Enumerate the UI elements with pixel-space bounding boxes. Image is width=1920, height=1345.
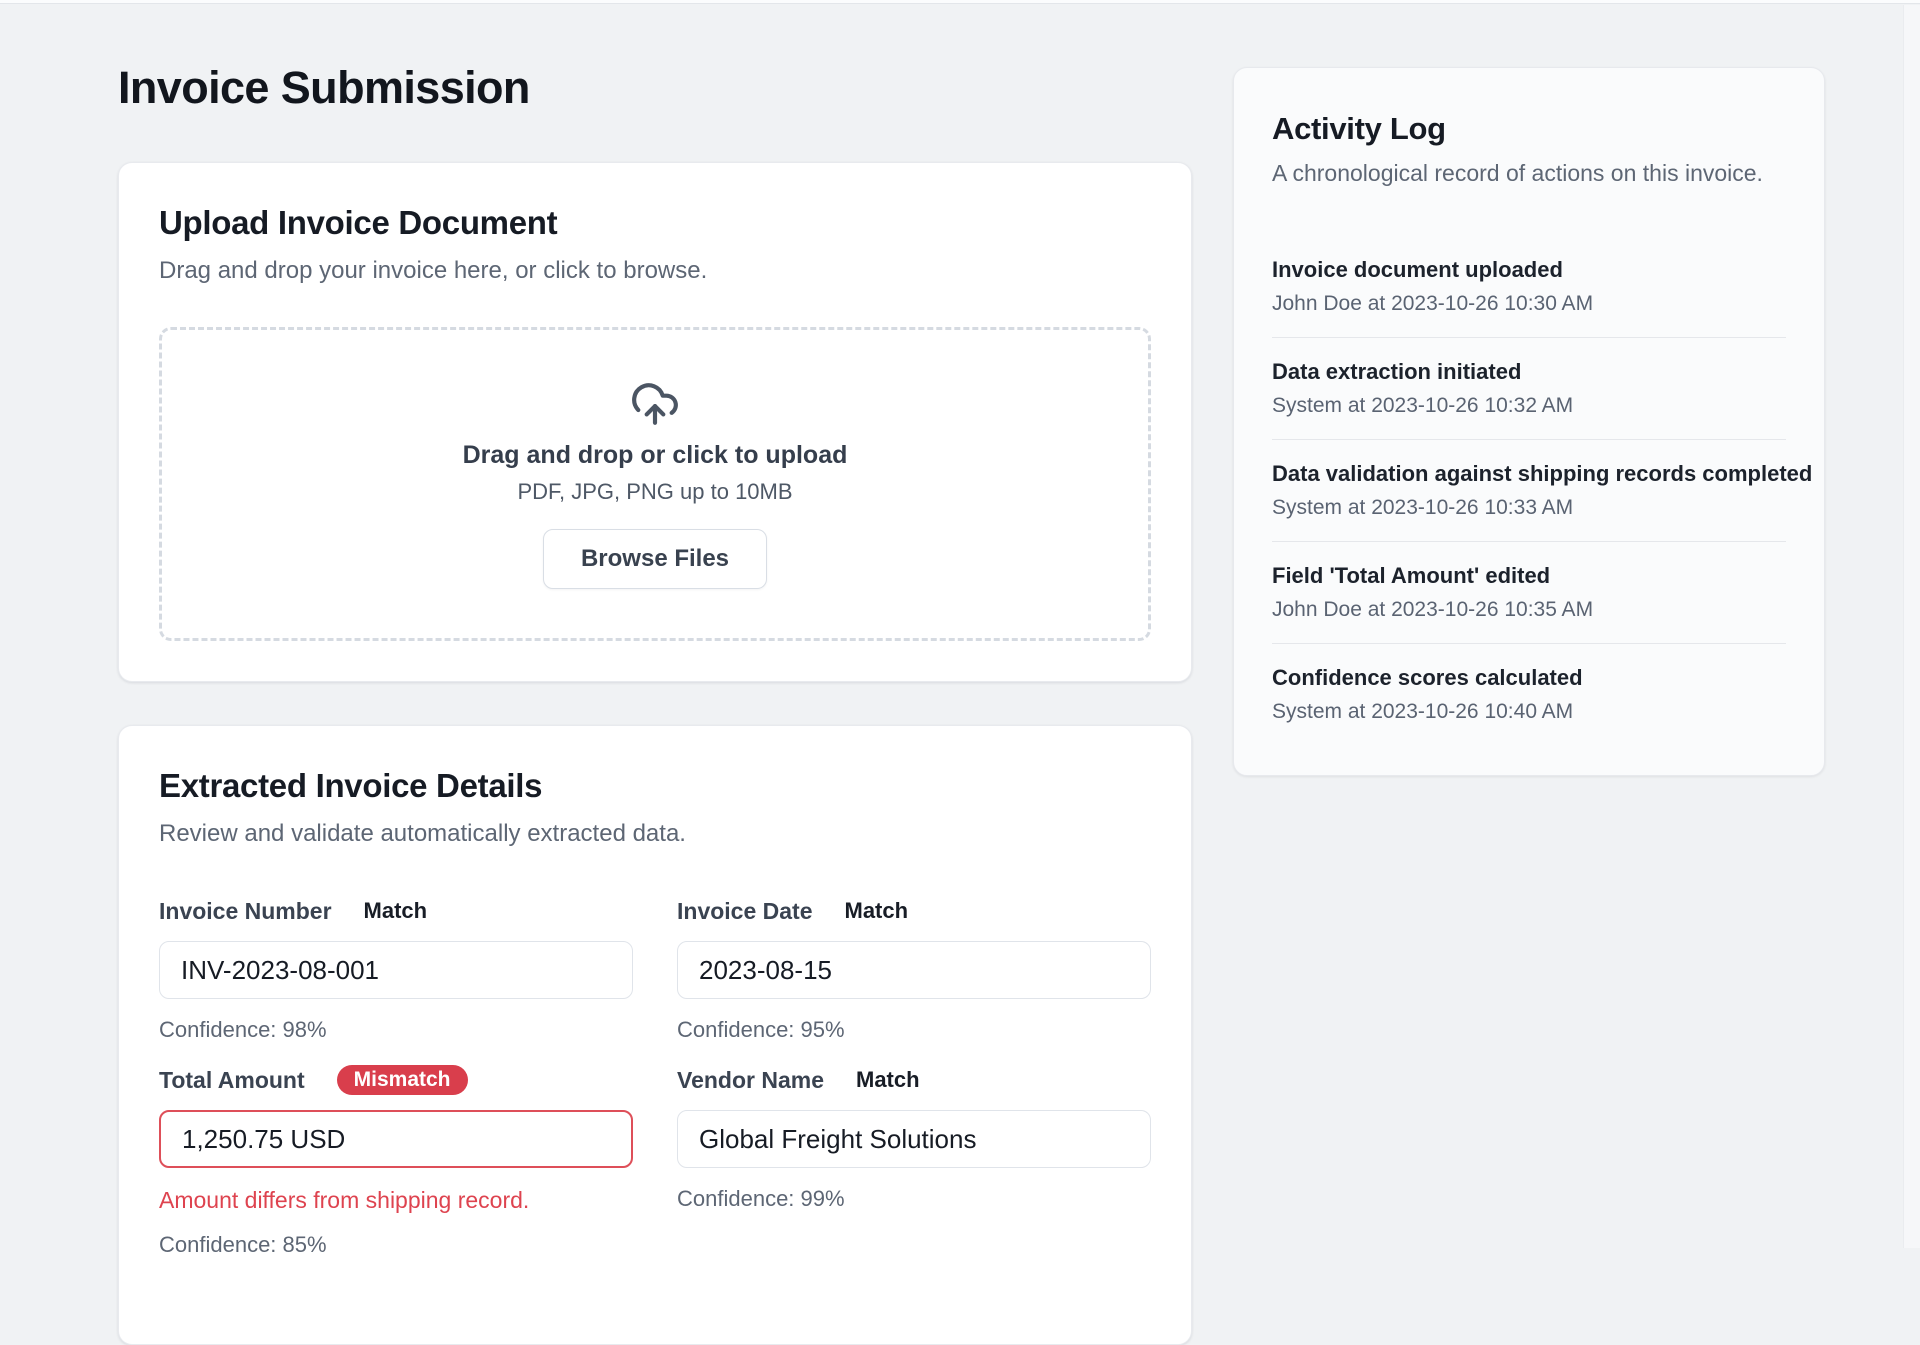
upload-card-title: Upload Invoice Document	[159, 204, 558, 241]
vertical-scrollbar[interactable]	[1903, 5, 1920, 1248]
entry-title: Data extraction initiated	[1272, 359, 1522, 384]
vendor-name-confidence: Confidence: 99%	[677, 1186, 845, 1211]
match-status-badge: Match	[363, 898, 428, 923]
activity-log-subtitle: A chronological record of actions on thi…	[1272, 160, 1763, 186]
field-total-amount: Total Amount Mismatch Amount differs fro…	[159, 1063, 633, 1258]
invoice-date-input[interactable]	[677, 941, 1151, 999]
activity-log-entry: Field 'Total Amount' edited John Doe at …	[1272, 542, 1786, 644]
invoice-date-label: Invoice Date	[677, 897, 813, 924]
page-title: Invoice Submission	[118, 62, 530, 113]
vendor-name-input[interactable]	[677, 1110, 1151, 1168]
entry-meta: System at 2023-10-26 10:40 AM	[1272, 700, 1574, 723]
cloud-upload-icon	[632, 383, 678, 425]
field-invoice-date: Invoice Date Match Confidence: 95%	[677, 894, 1151, 1043]
page-layout: Invoice Submission Upload Invoice Docume…	[0, 4, 1920, 1345]
entry-meta: John Doe at 2023-10-26 10:30 AM	[1272, 292, 1594, 315]
invoice-number-confidence: Confidence: 98%	[159, 1017, 327, 1042]
match-status-badge: Match	[856, 1067, 920, 1092]
details-card-subtitle: Review and validate automatically extrac…	[159, 820, 686, 847]
dropzone-primary-text: Drag and drop or click to upload	[462, 441, 848, 469]
invoice-number-input[interactable]	[159, 941, 633, 999]
dropzone-secondary-text: PDF, JPG, PNG up to 10MB	[517, 479, 793, 504]
activity-log-entries: Invoice document uploaded John Doe at 20…	[1272, 256, 1813, 745]
activity-log-entry: Data validation against shipping records…	[1272, 440, 1813, 542]
browse-files-button[interactable]: Browse Files	[542, 529, 768, 589]
entry-meta: John Doe at 2023-10-26 10:35 AM	[1272, 598, 1594, 621]
extracted-fields-grid: Invoice Number Match Confidence: 98% Inv…	[159, 894, 1151, 1258]
details-card-title: Extracted Invoice Details	[159, 767, 543, 804]
field-invoice-number: Invoice Number Match Confidence: 98%	[159, 894, 633, 1043]
activity-log-card: Activity Log A chronological record of a…	[1233, 67, 1825, 776]
entry-title: Confidence scores calculated	[1272, 665, 1583, 690]
match-status-badge: Match	[844, 898, 909, 923]
entry-meta: System at 2023-10-26 10:32 AM	[1272, 394, 1574, 417]
invoice-date-confidence: Confidence: 95%	[677, 1017, 845, 1042]
activity-log-entry: Confidence scores calculated System at 2…	[1272, 644, 1786, 745]
mismatch-status-badge: Mismatch	[336, 1065, 468, 1095]
field-vendor-name: Vendor Name Match Confidence: 99%	[677, 1063, 1151, 1258]
activity-log-entry: Invoice document uploaded John Doe at 20…	[1272, 256, 1786, 338]
top-strip	[0, 0, 1920, 4]
main-column: Invoice Submission Upload Invoice Docume…	[118, 62, 1192, 1345]
entry-title: Field 'Total Amount' edited	[1272, 563, 1551, 588]
total-amount-confidence: Confidence: 85%	[159, 1232, 327, 1257]
upload-card-subtitle: Drag and drop your invoice here, or clic…	[159, 257, 708, 284]
vendor-name-label: Vendor Name	[677, 1066, 824, 1093]
total-amount-error-text: Amount differs from shipping record.	[159, 1187, 530, 1213]
activity-log-entry: Data extraction initiated System at 2023…	[1272, 338, 1786, 440]
invoice-number-label: Invoice Number	[159, 897, 332, 924]
total-amount-input[interactable]	[159, 1110, 633, 1168]
entry-title: Data validation against shipping records…	[1272, 461, 1813, 486]
activity-log-title: Activity Log	[1272, 111, 1446, 146]
entry-title: Invoice document uploaded	[1272, 257, 1563, 282]
extracted-details-card: Extracted Invoice Details Review and val…	[118, 725, 1192, 1345]
file-dropzone[interactable]: Drag and drop or click to upload PDF, JP…	[159, 327, 1151, 641]
upload-invoice-card: Upload Invoice Document Drag and drop yo…	[118, 162, 1192, 682]
total-amount-label: Total Amount	[159, 1066, 305, 1093]
entry-meta: System at 2023-10-26 10:33 AM	[1272, 496, 1574, 519]
